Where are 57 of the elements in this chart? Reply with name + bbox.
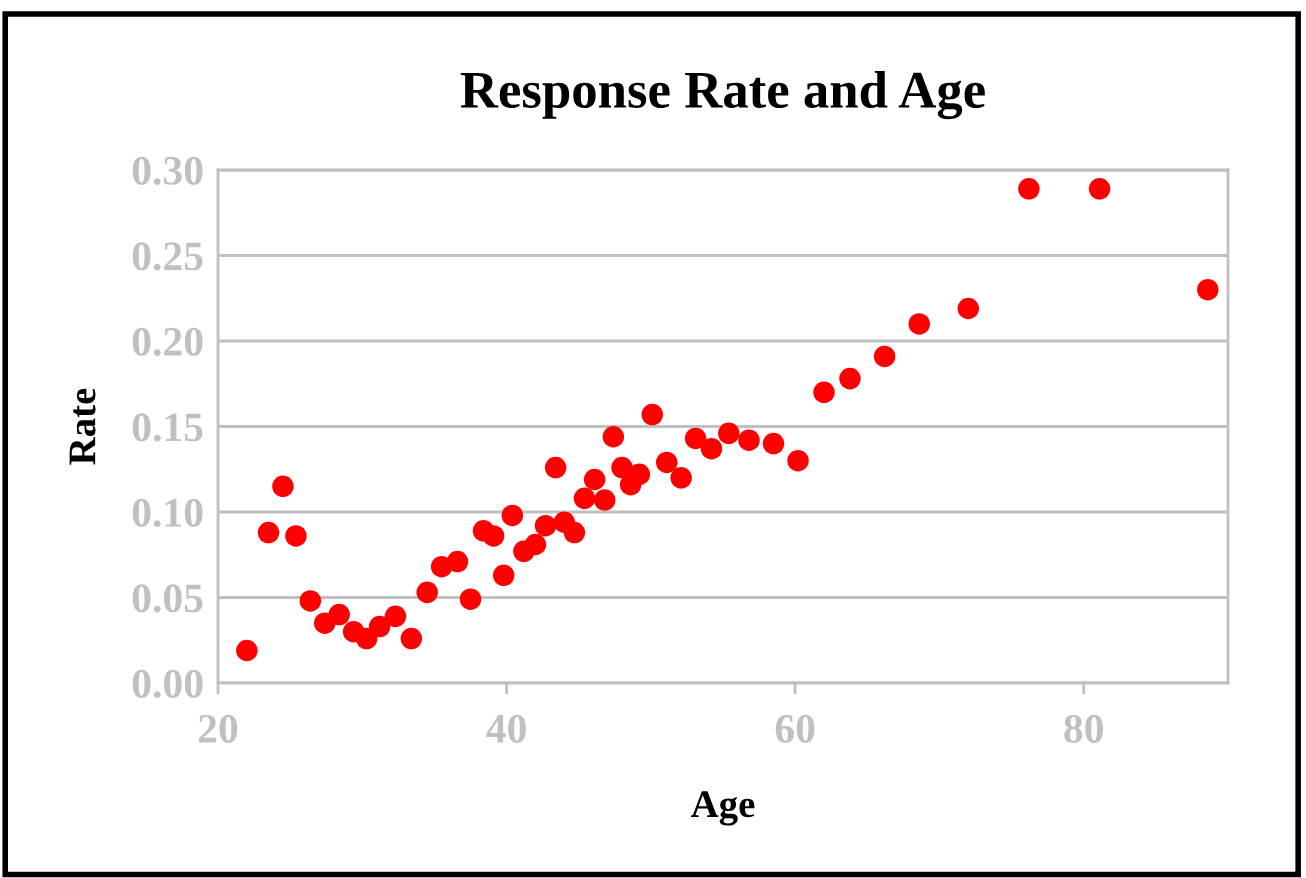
point <box>400 627 423 650</box>
point <box>628 463 651 486</box>
y-tick-label: 0.15 <box>132 413 203 442</box>
x-tick-label: 80 <box>1064 714 1103 743</box>
point <box>813 381 835 404</box>
x-axis-title: Age <box>690 791 755 826</box>
point <box>446 550 469 573</box>
point <box>482 525 505 547</box>
x-tick-label: 20 <box>198 714 238 743</box>
y-tick-label: 0.20 <box>132 327 203 357</box>
point <box>787 449 809 472</box>
point <box>544 456 567 479</box>
point <box>573 487 596 510</box>
point <box>1018 178 1040 200</box>
point <box>583 468 606 491</box>
point <box>718 422 740 445</box>
point <box>285 525 307 547</box>
point <box>328 603 350 626</box>
point <box>492 564 515 587</box>
point <box>368 615 391 638</box>
point <box>593 489 616 511</box>
y-tick-label: 0.30 <box>132 156 203 186</box>
point <box>236 639 258 662</box>
point <box>563 521 586 544</box>
point <box>670 467 692 489</box>
point <box>655 451 678 474</box>
point <box>839 367 861 390</box>
point <box>416 581 438 604</box>
point <box>459 588 482 610</box>
point <box>684 427 707 450</box>
point <box>957 297 980 320</box>
point <box>257 521 280 544</box>
point <box>384 605 407 628</box>
x-tick-label: 60 <box>775 714 815 743</box>
x-tick-label: 40 <box>486 714 526 743</box>
chart-title: Response Rate and Age <box>460 70 985 120</box>
point <box>299 590 322 612</box>
point <box>355 627 378 650</box>
y-tick-label: 0.05 <box>132 584 203 613</box>
y-tick-label: 0.10 <box>132 498 203 528</box>
point <box>908 313 930 335</box>
point <box>1197 278 1219 301</box>
y-tick-label: 0.00 <box>132 669 203 699</box>
point <box>762 432 785 455</box>
point <box>641 403 664 426</box>
point <box>611 456 633 479</box>
y-tick-label: 0.25 <box>132 242 203 271</box>
point <box>873 345 896 368</box>
y-axis-title: Rate <box>69 388 96 465</box>
point <box>1088 178 1111 200</box>
point <box>602 426 625 448</box>
point <box>524 533 547 556</box>
point <box>534 514 557 537</box>
point <box>738 429 760 451</box>
point <box>501 504 524 527</box>
point <box>272 475 294 498</box>
point <box>700 437 723 460</box>
